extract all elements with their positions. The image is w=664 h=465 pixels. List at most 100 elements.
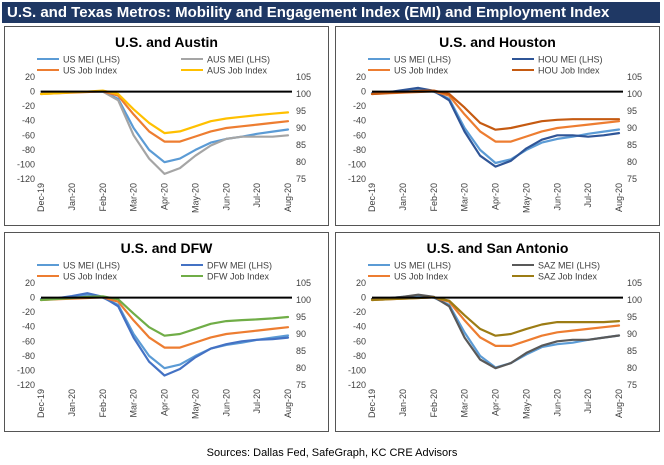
legend-label-dfw-mei-lhs: DFW MEI (LHS) [207,261,272,271]
y-right-tick-label: 80 [296,157,306,167]
y-left-tick-label: 0 [30,293,35,303]
x-tick-label: Aug-20 [614,183,624,212]
y-right-tick-label: 85 [627,140,637,150]
y-left-tick-label: -60 [22,336,35,346]
y-left-tick-label: -120 [17,174,35,184]
y-right-tick-label: 100 [296,89,311,99]
y-right-tick-label: 100 [296,295,311,305]
x-tick-label: Jan-20 [67,183,77,211]
y-left-tick-label: 20 [356,278,366,288]
y-left-tick-label: 0 [30,87,35,97]
series-line-dfw-job-index [39,295,290,337]
series-line-dfw-mei-lhs [39,292,290,377]
y-left-tick-label: -20 [353,307,366,317]
y-left-tick-label: 20 [25,278,35,288]
y-right-tick-label: 105 [627,278,642,288]
y-left-tick-label: -80 [353,351,366,361]
x-tick-label: Dec-19 [36,183,46,212]
chart-title: U.S. and Houston [439,34,556,50]
x-tick-label: Feb-20 [98,183,108,212]
figure-title: U.S. and Texas Metros: Mobility and Enga… [2,2,660,23]
legend-label-us-mei-lhs: US MEI (LHS) [63,55,120,65]
x-tick-label: May-20 [521,389,531,419]
y-right-tick-label: 95 [627,106,637,116]
y-left-tick-label: -120 [348,380,366,390]
y-right-tick-label: 95 [627,312,637,322]
y-right-tick-label: 105 [627,72,642,82]
series-line-us-mei-lhs [370,294,621,369]
y-right-tick-label: 95 [296,106,306,116]
y-left-tick-label: -40 [353,116,366,126]
series-line-aus-job-index [39,89,290,135]
y-left-tick-label: -60 [353,130,366,140]
legend-label-hou-job-index: HOU Job Index [538,66,600,76]
y-right-tick-label: 90 [296,329,306,339]
y-left-tick-label: -100 [348,365,366,375]
x-tick-label: Apr-20 [491,183,501,210]
x-tick-label: Apr-20 [160,389,170,416]
chart-svg: U.S. and San Antonio US MEI (LHS) SAZ MEI … [348,240,642,419]
y-left-tick-label: 20 [356,72,366,82]
x-tick-label: Mar-20 [129,389,139,418]
x-tick-label: Dec-19 [367,389,377,418]
x-tick-label: Jan-20 [67,389,77,417]
x-tick-label: Feb-20 [429,183,439,212]
panel-houston: U.S. and Houston US MEI (LHS) HOU MEI (LHS… [335,26,660,226]
legend-label-us-job-index: US Job Index [63,66,118,76]
y-right-tick-label: 85 [296,140,306,150]
x-tick-label: May-20 [521,183,531,213]
y-right-tick-label: 90 [627,329,637,339]
y-left-tick-label: -40 [22,322,35,332]
x-tick-label: May-20 [190,389,200,419]
x-tick-label: Jan-20 [398,183,408,211]
chart-svg: U.S. and Austin US MEI (LHS) AUS MEI (LHS)… [17,34,311,213]
y-left-tick-label: -100 [348,159,366,169]
y-left-tick-label: -20 [22,101,35,111]
chart-title: U.S. and San Antonio [427,240,569,256]
x-tick-label: Mar-20 [129,183,139,212]
x-tick-label: Feb-20 [98,389,108,418]
series-line-hou-job-index [370,89,621,131]
x-tick-label: Apr-20 [491,389,501,416]
y-right-tick-label: 85 [627,346,637,356]
chart-svg: U.S. and Houston US MEI (LHS) HOU MEI (LHS… [348,34,642,213]
panel-dfw: U.S. and DFW US MEI (LHS) DFW MEI (LHS) US … [4,232,329,432]
y-left-tick-label: -60 [22,130,35,140]
x-tick-label: Aug-20 [283,389,293,418]
y-left-tick-label: -100 [17,365,35,375]
x-tick-label: Jun-20 [221,389,231,417]
x-tick-label: Mar-20 [460,389,470,418]
y-right-tick-label: 95 [296,312,306,322]
y-right-tick-label: 100 [627,89,642,99]
y-left-tick-label: -80 [22,351,35,361]
y-left-tick-label: -100 [17,159,35,169]
y-left-tick-label: -80 [353,145,366,155]
x-tick-label: Jan-20 [398,389,408,417]
x-tick-label: Dec-19 [36,389,46,418]
x-tick-label: Jul-20 [252,183,262,208]
y-right-tick-label: 85 [296,346,306,356]
series-line-hou-mei-lhs [370,86,621,168]
y-right-tick-label: 80 [627,157,637,167]
y-right-tick-label: 75 [296,380,306,390]
y-right-tick-label: 75 [627,380,637,390]
source-note: Sources: Dallas Fed, SafeGraph, KC CRE A… [206,447,458,459]
panel-san-antonio: U.S. and San Antonio US MEI (LHS) SAZ MEI … [335,232,660,432]
chart-title: U.S. and Austin [115,34,218,50]
y-right-tick-label: 80 [627,363,637,373]
y-right-tick-label: 80 [296,363,306,373]
x-tick-label: Aug-20 [614,389,624,418]
x-tick-label: Dec-19 [367,183,377,212]
x-tick-label: Apr-20 [160,183,170,210]
y-left-tick-label: 20 [25,72,35,82]
x-tick-label: Aug-20 [283,183,293,212]
x-tick-label: Jun-20 [552,183,562,211]
legend-label-aus-job-index: AUS Job Index [207,66,268,76]
series-line-saz-mei-lhs [370,293,621,370]
y-right-tick-label: 100 [627,295,642,305]
y-left-tick-label: -80 [22,145,35,155]
legend-label-us-job-index: US Job Index [394,272,449,282]
y-left-tick-label: 0 [361,293,366,303]
x-tick-label: Jun-20 [552,389,562,417]
series-line-us-mei-lhs [39,90,290,164]
